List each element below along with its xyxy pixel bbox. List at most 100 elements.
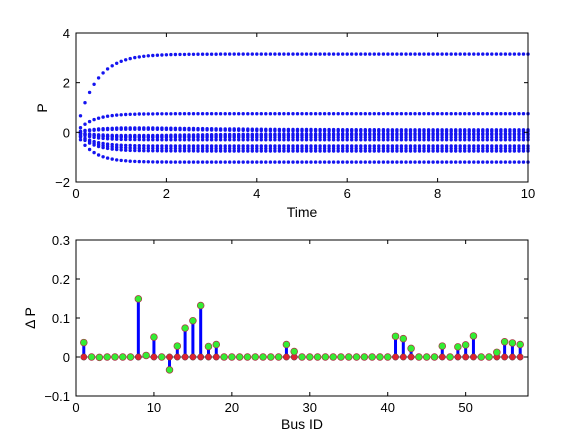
trajectory-point xyxy=(196,144,200,148)
trajectory-point xyxy=(517,146,521,151)
trajectory-point xyxy=(508,135,512,139)
trajectory-point xyxy=(182,149,187,153)
trajectory-point xyxy=(404,112,408,116)
trajectory-point xyxy=(133,159,137,164)
stem-marker xyxy=(204,342,213,351)
trajectory-point xyxy=(417,129,422,133)
trajectory-point xyxy=(160,149,164,153)
trajectory-point xyxy=(467,112,471,116)
trajectory-point xyxy=(354,52,358,56)
trajectory-point xyxy=(246,135,250,139)
x-tick-label: 0 xyxy=(72,186,79,201)
stem-marker xyxy=(422,353,431,361)
trajectory-point xyxy=(300,149,304,153)
trajectory-point xyxy=(92,128,96,132)
trajectory-point xyxy=(454,160,458,164)
trajectory-point xyxy=(142,160,146,164)
trajectory-point xyxy=(250,144,254,148)
trajectory-point xyxy=(472,129,476,133)
trajectory-point xyxy=(187,128,191,132)
trajectory-point xyxy=(377,144,381,148)
trajectory-point xyxy=(458,144,462,148)
stem-marker xyxy=(469,332,478,340)
stem-marker xyxy=(461,341,470,349)
trajectory-point xyxy=(286,52,291,56)
trajectory-point xyxy=(444,149,449,153)
trajectory-point xyxy=(96,116,101,120)
trajectory-point xyxy=(494,160,499,164)
trajectory-point xyxy=(83,133,87,138)
trajectory-point xyxy=(463,138,467,142)
trajectory-point xyxy=(322,144,327,148)
trajectory-point xyxy=(521,160,526,164)
trajectory-point xyxy=(196,135,200,139)
trajectory-point xyxy=(372,160,376,164)
trajectory-point xyxy=(363,138,367,142)
trajectory-point xyxy=(124,146,128,150)
trajectory-point xyxy=(454,133,458,137)
delta-p-axes-frame xyxy=(75,239,529,397)
stem-base-marker xyxy=(197,353,205,361)
trajectory-point xyxy=(454,135,458,139)
trajectory-point xyxy=(481,133,485,137)
trajectory-point xyxy=(110,113,114,118)
trajectory-point xyxy=(368,160,372,164)
trajectory-point xyxy=(359,112,363,116)
trajectory-point xyxy=(137,144,141,148)
trajectory-point xyxy=(386,146,390,151)
trajectory-point xyxy=(304,129,309,133)
trajectory-point xyxy=(128,143,132,148)
trajectory-point xyxy=(363,135,367,139)
trajectory-point xyxy=(255,112,259,116)
trajectory-point xyxy=(187,52,191,56)
trajectory-point xyxy=(133,144,137,148)
trajectory-point xyxy=(169,160,173,164)
trajectory-point xyxy=(241,160,245,164)
trajectory-point xyxy=(435,112,440,116)
trajectory-point xyxy=(200,149,205,153)
trajectory-point xyxy=(440,112,444,116)
trajectory-point xyxy=(354,149,358,153)
stem-marker xyxy=(399,334,408,343)
trajectory-point xyxy=(128,148,132,153)
trajectory-point xyxy=(282,138,286,142)
trajectory-point xyxy=(78,114,83,118)
trajectory-point xyxy=(146,135,150,139)
trajectory-point xyxy=(133,135,137,139)
stem-marker xyxy=(360,353,369,361)
trajectory-point xyxy=(363,144,367,148)
trajectory-point xyxy=(259,135,263,139)
trajectory-point xyxy=(142,146,146,150)
trajectory-point xyxy=(458,112,462,116)
trajectory-point xyxy=(413,149,417,153)
trajectory-point xyxy=(87,134,92,139)
trajectory-point xyxy=(96,76,101,80)
trajectory-point xyxy=(512,52,517,56)
trajectory-point xyxy=(264,52,268,56)
trajectory-point xyxy=(472,160,476,164)
stem-marker xyxy=(134,295,143,303)
stem-marker xyxy=(477,353,485,361)
trajectory-point xyxy=(191,52,196,56)
trajectory-point xyxy=(164,135,169,139)
stem-marker xyxy=(80,338,88,347)
trajectory-point xyxy=(485,133,489,137)
stem-marker xyxy=(508,339,517,347)
trajectory-point xyxy=(124,112,128,117)
stem-marker xyxy=(212,340,221,349)
trajectory-point xyxy=(228,144,232,148)
trajectory-point xyxy=(223,128,227,132)
stem-marker xyxy=(189,316,197,325)
trajectory-point xyxy=(92,143,96,147)
trajectory-point xyxy=(472,52,476,56)
trajectory-point xyxy=(386,144,390,148)
trajectory-point xyxy=(196,146,200,151)
stem-marker xyxy=(321,353,330,361)
trajectory-point xyxy=(237,160,241,164)
trajectory-point xyxy=(354,138,358,142)
trajectory-point xyxy=(282,160,286,164)
trajectory-point xyxy=(209,146,214,151)
trajectory-point xyxy=(399,149,404,153)
trajectory-point xyxy=(169,52,173,57)
trajectory-point xyxy=(386,52,390,56)
